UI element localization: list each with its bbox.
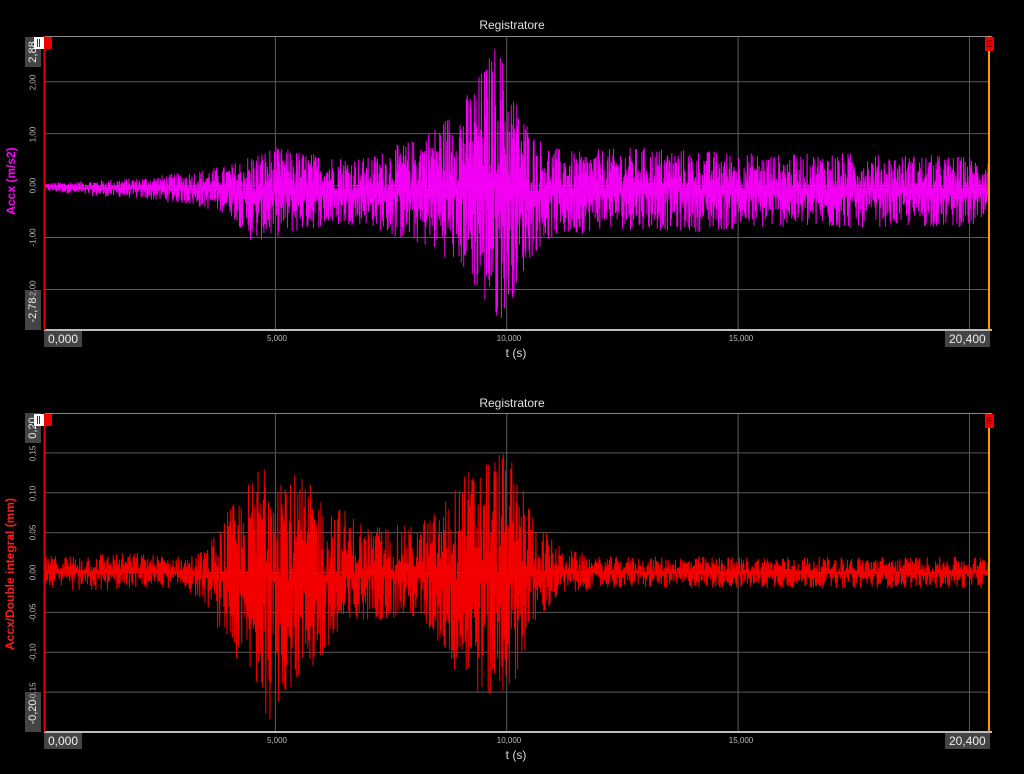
chart-title: Registratore (479, 18, 545, 32)
x-tick-label: 15,000 (728, 736, 754, 745)
y-min-value-box[interactable]: -0,20 (25, 692, 41, 732)
y-tick-label: -0,15 (28, 682, 38, 701)
y-tick-label: 0,00 (28, 177, 38, 194)
y-tick-label: -2,00 (28, 280, 38, 299)
plot-area[interactable] (43, 413, 992, 733)
y-axis-label: Accx (m/s2) (4, 147, 18, 215)
y-axis-label: Accx/Double integral (mm) (3, 497, 17, 651)
x-max-value-box[interactable]: 20,400 (945, 331, 990, 347)
chart-panel-displacement: Registratore Accx/Double integral (mm) 0… (0, 387, 1024, 774)
end-cursor-handle[interactable]: E (985, 37, 994, 51)
y-min-value-box[interactable]: -2,78 (25, 290, 41, 330)
x-axis-label: t (s) (505, 346, 527, 360)
x-max-value-box[interactable]: 20,400 (945, 733, 990, 749)
x-min-value-box[interactable]: 0,000 (44, 733, 83, 749)
end-cursor-handle[interactable]: E (985, 414, 994, 428)
waveform-svg (43, 36, 992, 331)
x-axis-label: t (s) (505, 748, 527, 762)
y-tick-label: 1,00 (28, 126, 38, 143)
x-tick-label: 10,000 (496, 736, 522, 745)
y-tick-label: -0,10 (28, 643, 38, 662)
x-tick-label: 5,000 (266, 736, 288, 745)
begin-cursor-handle[interactable] (34, 37, 54, 49)
x-tick-label: 15,000 (728, 334, 754, 343)
plot-area[interactable] (43, 36, 992, 331)
y-tick-label: -0,05 (28, 603, 38, 622)
chart-title: Registratore (479, 396, 545, 410)
y-tick-label: 2,00 (28, 74, 38, 91)
begin-cursor-handle[interactable] (34, 414, 54, 426)
y-tick-label: 0,05 (28, 524, 38, 541)
y-tick-label: 0,15 (28, 445, 38, 462)
x-tick-label: 10,000 (496, 334, 522, 343)
y-tick-label: 0,00 (28, 564, 38, 581)
y-tick-label: -1,00 (28, 228, 38, 247)
waveform-svg (43, 413, 992, 733)
x-tick-label: 5,000 (266, 334, 288, 343)
y-tick-label: 0,10 (28, 485, 38, 502)
chart-panel-acceleration: Registratore Accx (m/s2) 2,88 -2,78 2,00… (4, 18, 994, 360)
x-min-value-box[interactable]: 0,000 (44, 331, 83, 347)
